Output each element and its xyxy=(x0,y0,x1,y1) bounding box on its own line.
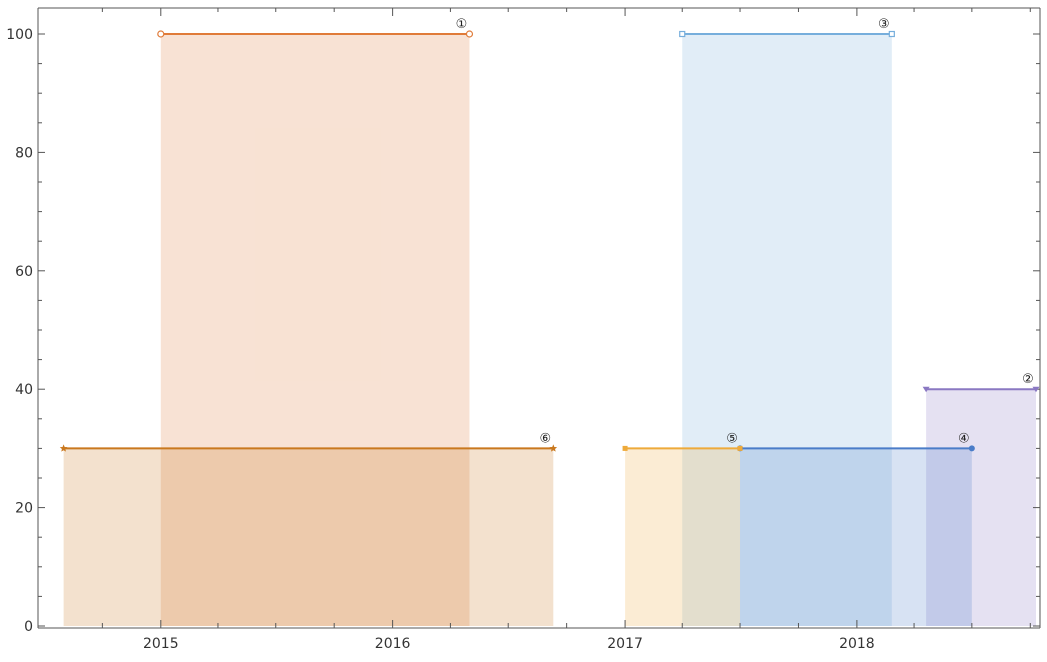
series-marker-start-2 xyxy=(922,386,930,393)
series-label-3: ③ xyxy=(878,17,890,32)
series-marker-end-6 xyxy=(549,444,558,452)
series-area-5 xyxy=(625,448,741,626)
series-marker-end-2 xyxy=(1032,386,1040,393)
series-marker-end-1 xyxy=(465,30,474,38)
y-tick-label-0: 0 xyxy=(24,619,33,635)
series-label-5: ⑤ xyxy=(726,431,738,446)
y-tick-label-80: 80 xyxy=(15,145,33,161)
series-label-2: ② xyxy=(1022,372,1034,387)
x-tick-label-2016: 2016 xyxy=(375,636,411,652)
series-area-2 xyxy=(926,389,1036,626)
series-fills xyxy=(63,34,1036,626)
series-marker-start-3 xyxy=(679,30,686,38)
series-marker-start-5 xyxy=(622,445,628,451)
series-area-1 xyxy=(160,34,470,626)
series-area-6 xyxy=(63,448,554,626)
series-marker-end-3 xyxy=(888,30,895,38)
y-tick-label-40: 40 xyxy=(15,382,33,398)
y-tick-label-60: 60 xyxy=(15,264,33,280)
series-label-6: ⑥ xyxy=(539,431,551,446)
axes: 0 20 40 60 80 100 2015 2016 2017 2018 xyxy=(6,7,1041,652)
series-marker-start-6 xyxy=(59,444,68,452)
series-label-4: ④ xyxy=(958,431,970,446)
x-tick-label-2015: 2015 xyxy=(143,636,179,652)
series-marker-start-1 xyxy=(157,30,165,38)
x-tick-label-2018: 2018 xyxy=(839,636,875,652)
series-area-3 xyxy=(682,34,892,626)
series-marker-end-5 xyxy=(737,445,743,451)
series-area-4 xyxy=(740,448,972,626)
y-tick-label-20: 20 xyxy=(15,501,33,517)
x-tick-label-2017: 2017 xyxy=(607,636,643,652)
series-marker-end-4 xyxy=(968,445,975,452)
series-label-1: ① xyxy=(456,17,468,32)
y-tick-label-100: 100 xyxy=(6,27,33,43)
series-lines: ① ② ③ ④ ⑤ ⑥ xyxy=(59,17,1040,452)
